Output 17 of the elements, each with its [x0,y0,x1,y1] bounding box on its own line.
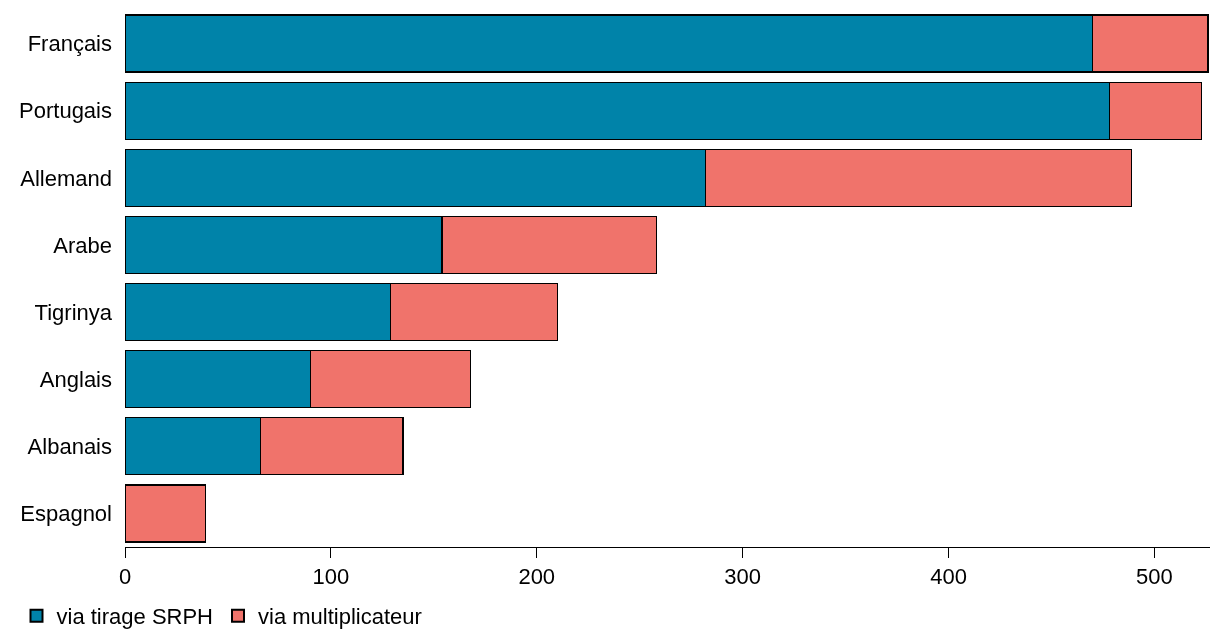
y-tick-label: Français [27,31,112,57]
x-tick-label: 100 [312,564,350,590]
y-tick-label: Allemand [20,165,112,191]
x-tick-label: 200 [518,564,556,590]
y-tick-label: Albanais [27,434,112,460]
bar [125,484,206,543]
x-tick-label: 0 [118,564,132,590]
y-tick-label: Espagnol [20,501,112,527]
y-tick-label: Tigrinya [34,299,113,325]
legend-label: via tirage SRPH [56,604,214,630]
x-tick-label: 500 [1136,564,1173,590]
x-tick-label: 400 [930,564,967,590]
x-tick-label: 300 [724,564,762,590]
y-tick-label: Arabe [53,232,112,258]
legend-label: via multiplicateur [258,604,422,630]
y-tick-label: Portugais [19,98,112,124]
y-tick-label: Anglais [39,366,112,392]
